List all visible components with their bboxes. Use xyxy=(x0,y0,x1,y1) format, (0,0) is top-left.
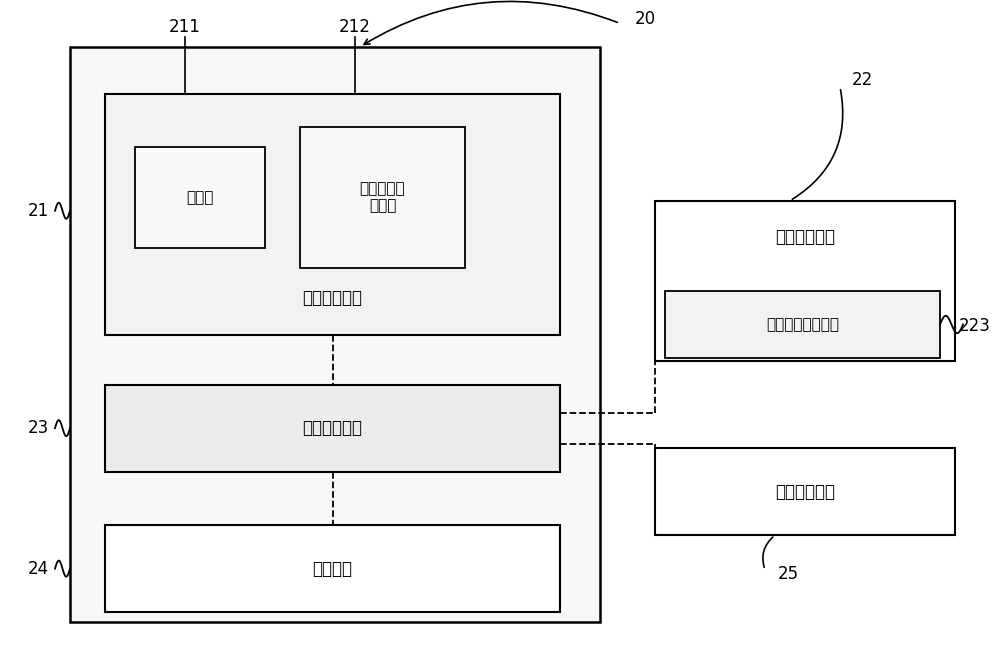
Text: 223: 223 xyxy=(959,317,991,334)
Text: 数据处理模块: 数据处理模块 xyxy=(302,419,362,437)
Text: 第一惯性传
感单元: 第一惯性传 感单元 xyxy=(360,181,405,213)
Text: 压力传感模块: 压力传感模块 xyxy=(775,483,835,500)
Text: 第二惯性传感单元: 第二惯性传感单元 xyxy=(766,317,839,332)
Text: 24: 24 xyxy=(27,560,49,577)
Text: 20: 20 xyxy=(634,10,656,27)
Text: 提示模块: 提示模块 xyxy=(312,560,352,577)
FancyBboxPatch shape xyxy=(70,47,600,622)
FancyBboxPatch shape xyxy=(300,127,465,268)
FancyBboxPatch shape xyxy=(665,291,940,358)
Text: 23: 23 xyxy=(27,419,49,437)
Text: 体位追踪模块: 体位追踪模块 xyxy=(775,229,835,246)
FancyBboxPatch shape xyxy=(655,201,955,361)
Text: 22: 22 xyxy=(851,72,873,89)
Text: 212: 212 xyxy=(339,18,371,35)
FancyBboxPatch shape xyxy=(105,525,560,612)
Text: 211: 211 xyxy=(169,18,201,35)
Text: 水平仪: 水平仪 xyxy=(186,190,214,205)
Text: 角度检测模块: 角度检测模块 xyxy=(302,289,362,306)
FancyBboxPatch shape xyxy=(105,94,560,334)
FancyBboxPatch shape xyxy=(655,448,955,535)
FancyBboxPatch shape xyxy=(135,147,265,248)
Text: 25: 25 xyxy=(777,565,799,583)
FancyBboxPatch shape xyxy=(105,385,560,472)
Text: 21: 21 xyxy=(27,202,49,219)
